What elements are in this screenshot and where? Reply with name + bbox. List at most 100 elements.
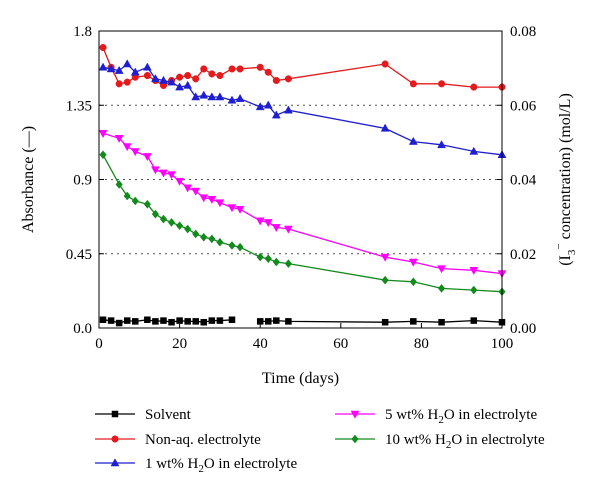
data-point: [438, 318, 445, 326]
legend-item: Solvent: [95, 407, 192, 423]
data-point: [199, 90, 209, 99]
data-point: [115, 319, 123, 327]
data-point: [183, 80, 193, 89]
legend-marker: [350, 410, 360, 419]
data-point: [208, 317, 216, 324]
data-point: [283, 225, 293, 234]
y-right-tick-label: 0.02: [510, 247, 536, 263]
data-point: [199, 194, 209, 203]
data-point: [216, 72, 224, 80]
data-point: [98, 130, 108, 139]
data-point: [264, 254, 272, 264]
data-point: [271, 110, 281, 119]
y-tick-label: 0.9: [73, 173, 92, 189]
legend-item: 10 wt% H2O in electrolyte: [335, 432, 545, 451]
legend-item: Non-aq. electrolyte: [95, 432, 261, 448]
data-point: [99, 316, 107, 323]
data-point: [256, 252, 264, 262]
data-point: [381, 275, 389, 285]
y-right-axis-title: (I3− concentration) (mol/L): [553, 93, 578, 266]
data-point: [200, 65, 208, 73]
y-right-tick-label: 0.08: [510, 24, 536, 40]
data-point: [284, 259, 293, 269]
legend-label: Solvent: [145, 407, 192, 423]
series-line: [260, 319, 503, 323]
data-point: [228, 316, 236, 323]
data-point: [160, 317, 167, 324]
data-point: [122, 59, 132, 68]
legend-marker: [111, 410, 119, 418]
y-tick-label: 1.8: [73, 24, 92, 40]
grid: [99, 104, 502, 255]
data-point: [150, 74, 160, 83]
data-point: [192, 318, 199, 325]
data-point: [228, 241, 236, 250]
data-point: [255, 102, 265, 111]
data-point: [255, 217, 265, 226]
data-point: [469, 267, 479, 275]
legend-item: 1 wt% H2O in electrolyte: [95, 456, 297, 475]
legend-marker: [351, 434, 359, 444]
data-point: [159, 214, 168, 224]
data-point: [123, 191, 131, 201]
data-point: [130, 67, 140, 76]
data-point: [470, 317, 478, 324]
data-point: [183, 184, 193, 193]
data-point: [159, 169, 168, 178]
data-point: [191, 187, 201, 196]
data-point: [151, 209, 160, 219]
data-point: [99, 43, 107, 52]
data-point: [381, 318, 389, 326]
data-point: [408, 136, 418, 145]
data-point: [159, 75, 168, 84]
series-1: [99, 316, 506, 327]
data-point: [285, 318, 292, 325]
data-point: [227, 95, 237, 104]
data-point: [470, 83, 478, 91]
x-tick-label: 40: [253, 336, 268, 352]
data-point: [167, 77, 176, 86]
data-point: [175, 82, 185, 91]
series-line: [102, 319, 233, 324]
series-4: [98, 130, 507, 279]
data-point: [123, 78, 131, 86]
y-tick-label: 0.45: [66, 247, 92, 263]
data-point: [114, 65, 124, 74]
data-point: [152, 318, 159, 325]
series-3: [98, 59, 507, 158]
x-tick-label: 20: [172, 336, 187, 352]
data-point: [469, 146, 479, 155]
data-point: [263, 219, 273, 228]
x-axis-title: Time (days): [262, 370, 339, 387]
data-point: [284, 75, 292, 83]
data-point: [272, 257, 280, 267]
series-layer: [98, 43, 507, 327]
data-point: [150, 166, 160, 175]
legend-label: Non-aq. electrolyte: [145, 432, 261, 448]
data-point: [409, 80, 417, 88]
data-point: [144, 316, 151, 323]
data-point: [143, 199, 151, 209]
data-point: [192, 229, 200, 239]
x-tick-label: 60: [333, 336, 348, 352]
data-point: [235, 93, 245, 102]
data-point: [192, 75, 200, 83]
data-point: [438, 80, 446, 88]
data-point: [107, 317, 115, 324]
data-point: [115, 80, 123, 88]
data-point: [216, 317, 224, 324]
data-point: [256, 63, 264, 71]
data-point: [176, 73, 184, 81]
data-point: [273, 317, 280, 324]
data-point: [283, 105, 293, 114]
data-point: [380, 123, 390, 132]
data-point: [99, 150, 107, 160]
legend-marker: [110, 458, 120, 467]
data-point: [184, 224, 192, 234]
data-point: [191, 92, 201, 101]
data-point: [123, 317, 131, 324]
data-point: [410, 318, 417, 325]
data-point: [176, 317, 183, 324]
axes: 0.0 0.00 0.45 0.02 0.9 0.04 1.35 0.06 1.8 0.08 0 20…: [66, 24, 537, 352]
